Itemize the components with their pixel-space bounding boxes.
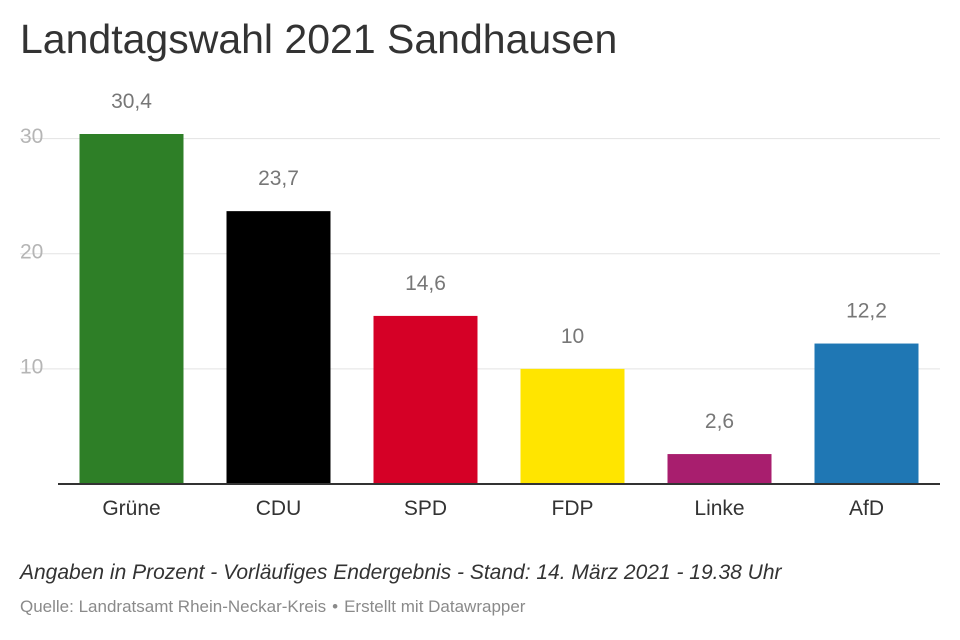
value-labels: 30,4 23,7 14,6 10 2,6 12,2 bbox=[111, 90, 887, 433]
x-tick-label: Grüne bbox=[102, 497, 160, 520]
value-label: 14,6 bbox=[405, 272, 446, 295]
bars bbox=[79, 134, 919, 484]
x-tick-label: SPD bbox=[404, 497, 447, 520]
value-label: 23,7 bbox=[258, 167, 299, 190]
chart-title: Landtagswahl 2021 Sandhausen bbox=[20, 16, 618, 62]
credit-link[interactable]: Erstellt mit Datawrapper bbox=[344, 597, 526, 616]
bar-cdu bbox=[226, 211, 331, 484]
bar-fdp bbox=[520, 368, 625, 484]
y-tick-label: 30 bbox=[20, 125, 43, 148]
separator: • bbox=[332, 597, 339, 616]
value-label: 2,6 bbox=[705, 410, 734, 433]
value-label: 30,4 bbox=[111, 90, 152, 113]
bar-afd bbox=[814, 343, 919, 484]
source-line: Quelle: Landratsamt Rhein-Neckar-Kreis • E… bbox=[20, 597, 525, 617]
value-label: 10 bbox=[561, 325, 584, 348]
value-label: 12,2 bbox=[846, 300, 887, 323]
x-tick-label: FDP bbox=[552, 497, 594, 520]
y-tick-label: 10 bbox=[20, 355, 43, 378]
x-tick-label: AfD bbox=[849, 497, 884, 520]
bar-spd bbox=[373, 315, 478, 484]
source-text: Quelle: Landratsamt Rhein-Neckar-Kreis bbox=[20, 597, 327, 616]
x-tick-label: CDU bbox=[256, 497, 302, 520]
y-tick-label: 20 bbox=[20, 240, 43, 263]
x-tick-label: Linke bbox=[694, 497, 744, 520]
axes: 10 20 30 Grüne CDU SPD FDP Linke AfD bbox=[20, 125, 940, 520]
bar-grüne bbox=[79, 134, 184, 484]
bar-linke bbox=[667, 454, 772, 484]
chart-note: Angaben in Prozent - Vorläufiges Enderge… bbox=[20, 561, 782, 584]
